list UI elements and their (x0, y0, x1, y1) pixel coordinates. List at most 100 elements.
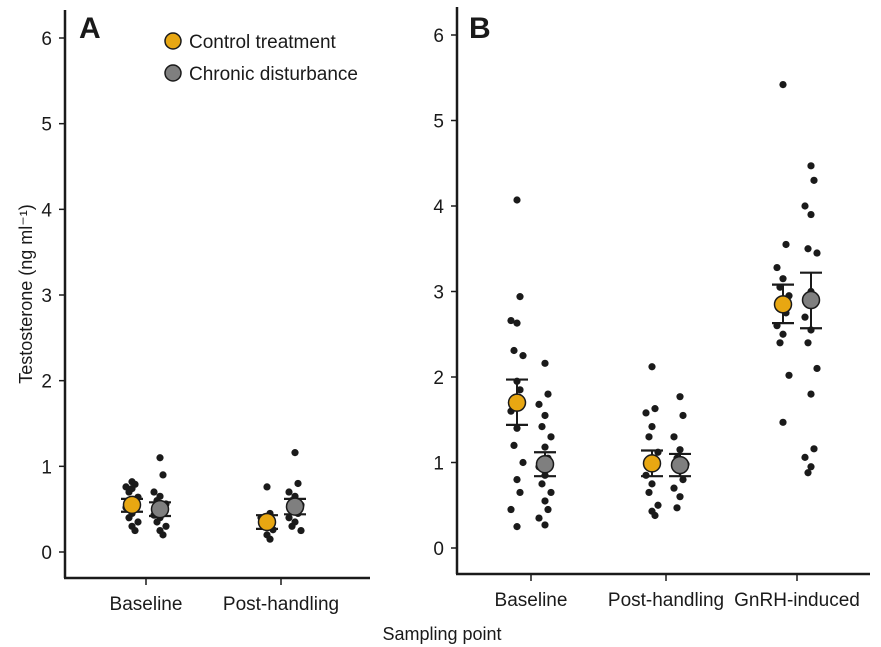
panel-a-marks (121, 449, 306, 543)
panel-a: A Testosterone (ng ml⁻¹) 0 1 2 3 4 5 6 Baseline… (16, 10, 370, 615)
panel-b-y-tick-label: 6 (433, 26, 444, 47)
panel-b-data-point (541, 359, 549, 367)
panel-b-data-point (513, 196, 521, 204)
panel-b: B 0 1 2 3 4 5 6 Baseline Post-handling GnRH-induc… (433, 7, 870, 611)
panel-b-y-tick-label: 3 (433, 283, 444, 304)
panel-b-data-point (544, 390, 552, 398)
panel-a-data-point (266, 535, 274, 543)
panel-b-data-point (810, 176, 818, 184)
panel-b-letter: B (469, 12, 491, 45)
panel-b-mean-marker (670, 455, 690, 475)
panel-b-data-point (670, 484, 678, 492)
panel-a-x-tick-label: Post-handling (223, 594, 339, 615)
panel-a-mean-marker (122, 495, 142, 515)
panel-b-data-point (813, 249, 821, 257)
panel-b-y-tick-label: 5 (433, 112, 444, 133)
panel-a-data-point (153, 518, 161, 526)
y-axis-title: Testosterone (ng ml⁻¹) (16, 204, 36, 384)
panel-b-data-point (519, 458, 527, 467)
panel-a-y-tick-label: 3 (41, 286, 52, 307)
panel-b-data-point (807, 162, 815, 170)
panel-b-data-point (541, 411, 549, 420)
panel-a-data-point (263, 483, 271, 491)
panel-b-data-point (648, 480, 656, 488)
panel-a-mean-marker (150, 499, 170, 519)
panel-a-letter: A (79, 12, 101, 45)
panel-b-data-point (654, 501, 662, 509)
panel-b-x-tick-label: Post-handling (608, 590, 724, 611)
panel-b-mean-marker (507, 393, 527, 412)
panel-b-data-point (645, 488, 653, 497)
panel-b-data-point (538, 480, 546, 488)
legend-label-control: Control treatment (189, 32, 337, 53)
panel-b-data-point (538, 422, 546, 431)
panel-b-data-point (676, 393, 684, 401)
panel-a-data-point (297, 526, 305, 535)
panel-b-data-point (810, 445, 818, 453)
panel-a-data-point (125, 488, 133, 496)
panel-b-y-tick-label: 4 (433, 197, 444, 218)
panel-b-data-point (535, 514, 543, 522)
panel-b-data-point (513, 476, 521, 484)
legend-swatch-control (164, 32, 182, 50)
panel-a-data-point (150, 488, 158, 496)
panel-b-data-point (679, 411, 687, 420)
panel-b-data-point (651, 405, 659, 413)
panel-b-x-tick-label: GnRH-induced (734, 590, 860, 611)
panel-b-data-point (547, 488, 555, 497)
panel-b-mean-marker (773, 295, 793, 314)
panel-b-data-point (813, 364, 821, 373)
panel-a-y-tick-label: 6 (41, 29, 52, 50)
panel-b-data-point (670, 433, 678, 441)
panel-a-data-point (294, 479, 302, 488)
panel-b-data-point (535, 400, 543, 408)
panel-a-axes: 0 1 2 3 4 5 6 Baseline Post-handling (41, 10, 370, 615)
panel-b-data-point (801, 202, 809, 210)
legend-swatch-chronic (164, 64, 182, 82)
panel-b-data-point (676, 446, 684, 454)
panel-b-data-point (642, 409, 650, 417)
panel-b-data-point (645, 433, 653, 441)
panel-b-x-tick-label: Baseline (495, 590, 568, 611)
panel-b-data-point (541, 443, 549, 451)
panel-b-axes: 0 1 2 3 4 5 6 Baseline Post-handling GnRH-induced (433, 7, 870, 611)
panel-b-data-point (516, 293, 524, 301)
panel-b-marks (506, 80, 822, 531)
panel-b-data-point (807, 210, 815, 219)
panel-b-data-point (782, 240, 790, 249)
panel-a-y-tick-label: 2 (41, 372, 52, 393)
panel-b-data-point (804, 245, 812, 253)
panel-b-data-point (773, 263, 781, 272)
panel-b-data-point (510, 441, 518, 449)
panel-a-y-tick-label: 5 (41, 115, 52, 136)
panel-b-y-tick-label: 1 (433, 454, 444, 475)
panel-b-data-point (779, 275, 787, 283)
panel-b-data-point (807, 390, 815, 398)
panel-a-data-point (162, 522, 170, 530)
panel-b-data-point (516, 488, 524, 497)
panel-b-y-tick-label: 2 (433, 368, 444, 389)
panel-b-data-point (541, 497, 549, 505)
panel-a-y-tick-label: 1 (41, 457, 52, 478)
panel-a-mean-marker (285, 497, 305, 516)
panel-b-data-point (779, 80, 787, 89)
panel-a-y-tick-label: 4 (41, 200, 52, 221)
panel-b-mean-marker (801, 290, 821, 310)
panel-b-data-point (648, 422, 656, 431)
panel-b-data-point (804, 469, 812, 477)
panel-b-data-point (676, 493, 684, 501)
panel-a-data-point (134, 518, 142, 526)
legend: Control treatment Chronic disturbance (164, 32, 358, 85)
panel-b-mean-marker (535, 454, 555, 474)
panel-a-data-point (288, 522, 296, 530)
panel-a-mean-marker (257, 512, 277, 532)
panel-a-data-point (131, 526, 139, 535)
panel-b-data-point (801, 453, 809, 461)
panel-b-data-point (679, 476, 687, 484)
panel-b-data-point (547, 433, 555, 441)
panel-b-data-point (513, 319, 521, 327)
panel-a-data-point (285, 514, 293, 522)
panel-a-data-point (159, 531, 167, 539)
panel-b-y-tick-label: 0 (433, 539, 444, 560)
